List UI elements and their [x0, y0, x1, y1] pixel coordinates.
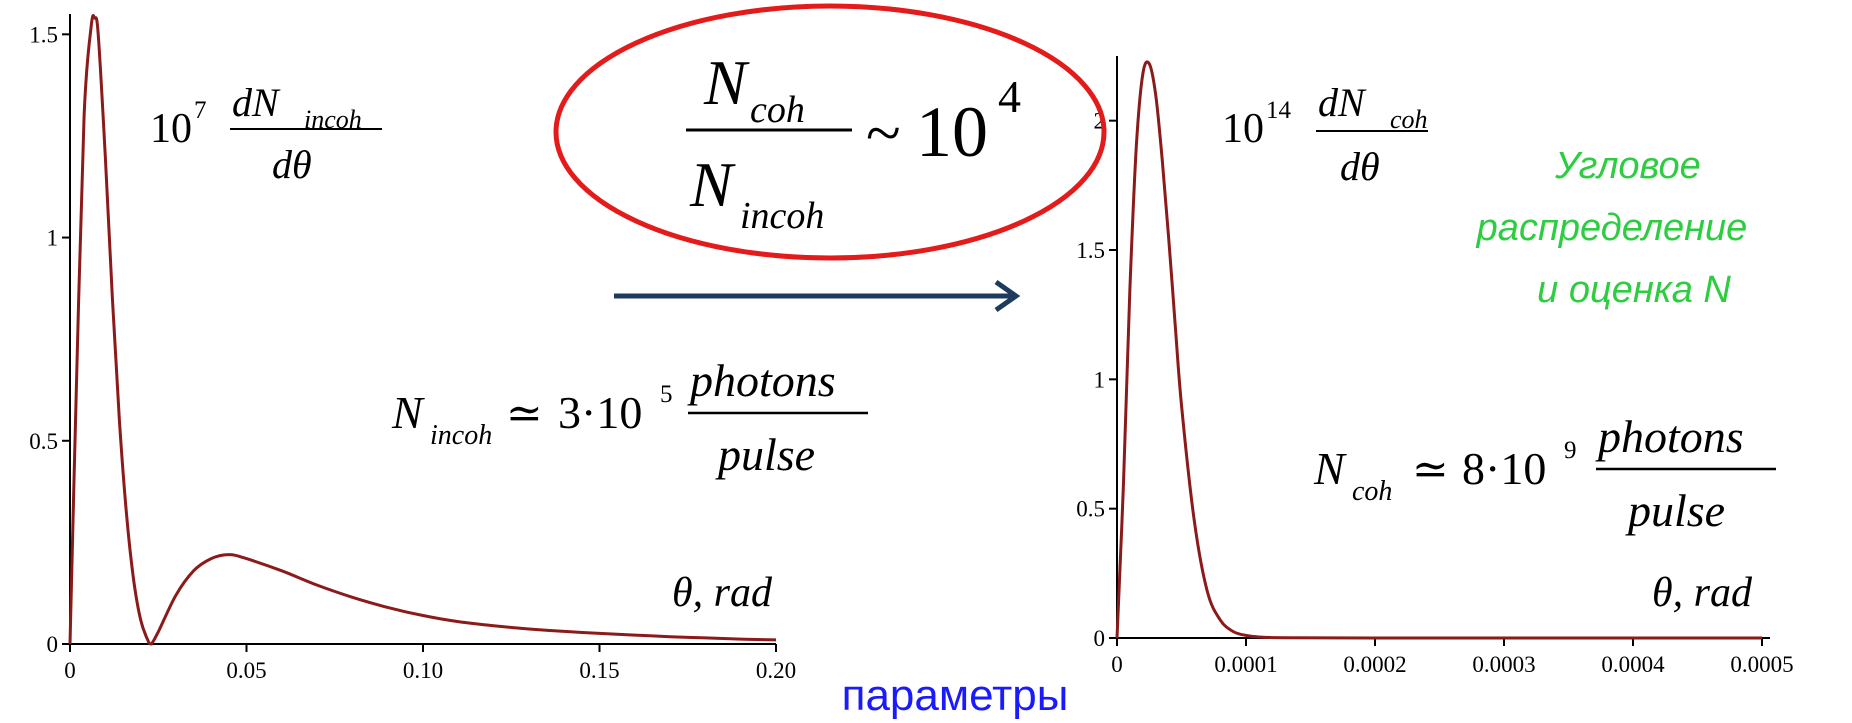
right-x-tick-label: 0: [1111, 652, 1123, 677]
right-x-tick-label: 0.0004: [1601, 652, 1665, 677]
ratio-num: N: [703, 47, 750, 118]
left-label-coef: 10: [150, 106, 192, 152]
right-x-tick-label: 0.0003: [1472, 652, 1535, 677]
ratio-base: 10: [916, 92, 988, 172]
right-x-tick-label: 0.0002: [1343, 652, 1406, 677]
n-incoh-rel: ≃: [506, 389, 543, 438]
n-coh-den: pulse: [1625, 485, 1725, 536]
right-x-tick-label: 0.0005: [1730, 652, 1793, 677]
left-y-tick-label: 0: [47, 632, 59, 657]
left-y-tick-label: 1.5: [29, 22, 58, 47]
arrow: [614, 279, 1021, 313]
bottom-caption: параметры: [842, 671, 1069, 720]
green-caption-line-2: распределение: [1476, 207, 1748, 249]
right-series-line: [1115, 60, 1762, 640]
n-incoh-lhs-sub: incoh: [430, 420, 492, 451]
n-coh-lhs: N: [1313, 443, 1347, 494]
n-coh-formula: N coh ≃ 8·10 9 photons pulse: [1313, 411, 1776, 536]
right-y-tick-label: 1: [1094, 367, 1106, 392]
n-incoh-den: pulse: [715, 429, 815, 480]
left-x-tick-label: 0.10: [403, 658, 443, 683]
right-label-coef: 10: [1222, 106, 1264, 152]
green-caption: Угловое распределение и оценка N: [1476, 145, 1748, 311]
ratio-num-sub: coh: [750, 89, 805, 131]
left-label-exp: 7: [194, 97, 207, 124]
right-label-num-sub: coh: [1390, 105, 1428, 134]
left-x-tick-label: 0.20: [756, 658, 796, 683]
chart-right: 0 0.0001 0.0002 0.0003 0.0004 0.0005 0 0.5 1 1.5 2: [1076, 56, 1794, 677]
right-y-tick-label: 2: [1094, 109, 1106, 134]
left-series-line: [68, 14, 777, 646]
green-caption-line-3: и оценка N: [1537, 269, 1731, 311]
right-label-exp: 14: [1266, 97, 1292, 124]
right-x-axis-label: θ, rad: [1652, 570, 1753, 616]
ratio-den-sub: incoh: [740, 195, 824, 237]
right-label-den: dθ: [1340, 144, 1380, 189]
right-y-tick-label: 1.5: [1076, 238, 1105, 263]
right-x-tick-label: 0.0001: [1214, 652, 1277, 677]
left-x-tick-label: 0.05: [226, 658, 266, 683]
right-y-tick-label: 0.5: [1076, 497, 1105, 522]
n-incoh-lhs: N: [391, 387, 425, 438]
ratio-sim: ~: [866, 97, 901, 168]
left-x-axis-label: θ, rad: [672, 570, 773, 616]
right-curve-label: 10 14 dN coh dθ: [1222, 80, 1428, 189]
n-coh-exp: 9: [1564, 437, 1577, 464]
ratio-den: N: [689, 149, 736, 220]
left-x-tick-label: 0: [64, 658, 76, 683]
highlight-ellipse: [553, 3, 1107, 261]
n-incoh-formula: N incoh ≃ 3·10 5 photons pulse: [391, 355, 868, 480]
n-coh-num: photons: [1595, 411, 1744, 462]
ratio-formula: N coh N incoh ~ 10 4: [553, 3, 1107, 261]
right-label-num: dN: [1318, 80, 1367, 125]
n-coh-lhs-sub: coh: [1352, 476, 1392, 507]
chart-left: 0 0.05 0.10 0.15 0.20 0 0.5 1 1.5: [29, 14, 796, 683]
left-x-tick-label: 0.15: [579, 658, 619, 683]
left-label-num: dN: [232, 80, 281, 125]
n-incoh-num: photons: [687, 355, 836, 406]
green-caption-line-1: Угловое: [1554, 145, 1701, 187]
n-coh-rel: ≃: [1412, 445, 1449, 494]
ratio-exp: 4: [998, 71, 1021, 122]
n-coh-mant: 8·10: [1462, 443, 1546, 494]
left-curve-label: 10 7 dN incoh dθ: [150, 80, 382, 187]
n-incoh-exp: 5: [660, 381, 673, 408]
n-incoh-mant: 3·10: [558, 387, 642, 438]
left-y-tick-label: 0.5: [29, 429, 58, 454]
left-y-tick-label: 1: [47, 226, 59, 251]
right-y-tick-label: 0: [1094, 626, 1106, 651]
left-label-den: dθ: [272, 142, 312, 187]
